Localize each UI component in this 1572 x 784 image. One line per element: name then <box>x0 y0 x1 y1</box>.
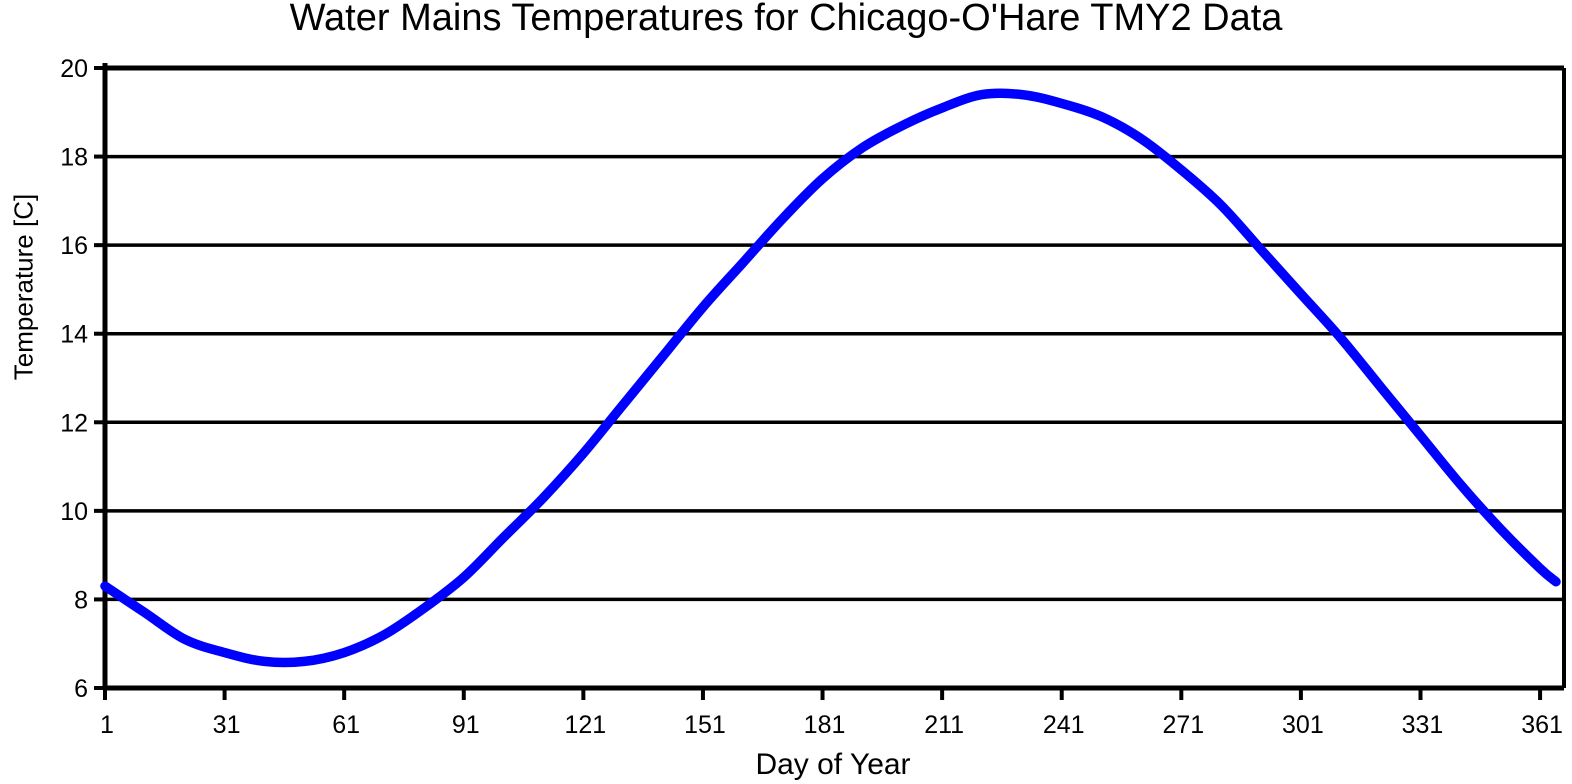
x-tick-label: 211 <box>924 711 964 739</box>
water-mains-temperature-curve <box>100 88 1561 668</box>
y-tick-label: 20 <box>60 55 88 83</box>
y-tick-label: 6 <box>74 675 88 703</box>
x-axis-title: Day of Year <box>755 748 911 781</box>
chart-title: Water Mains Temperatures for Chicago-O'H… <box>289 0 1283 39</box>
y-tick-label: 14 <box>60 321 88 349</box>
x-tick-label: 31 <box>213 711 241 739</box>
x-tick-label: 61 <box>332 711 360 739</box>
x-tick-label: 121 <box>565 711 607 739</box>
x-tick-label: 151 <box>684 711 726 739</box>
x-tick-label: 181 <box>804 711 846 739</box>
y-tick-label: 8 <box>74 586 88 614</box>
x-tick-label: 271 <box>1162 711 1204 739</box>
y-tick-label: 12 <box>60 409 88 437</box>
y-tick-label: 16 <box>60 232 88 260</box>
x-tick-label: 1 <box>100 711 114 739</box>
x-tick-label: 91 <box>452 711 480 739</box>
x-tick-label: 241 <box>1043 711 1085 739</box>
y-tick-label: 10 <box>60 498 88 526</box>
y-tick-label: 18 <box>60 144 88 172</box>
x-tick-label: 331 <box>1402 711 1444 739</box>
x-tick-label: 301 <box>1282 711 1324 739</box>
x-tick-label: 361 <box>1521 711 1563 739</box>
